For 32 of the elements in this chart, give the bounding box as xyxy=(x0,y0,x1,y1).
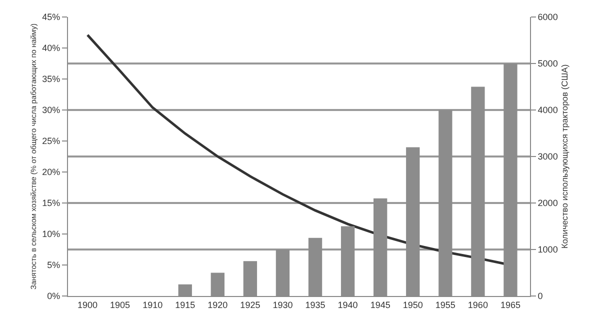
y-tick-label: 20% xyxy=(42,167,60,178)
x-tick-label: 1930 xyxy=(272,300,293,310)
y-tick-label: 30% xyxy=(42,105,60,116)
x-tick-label: 1965 xyxy=(500,300,520,310)
x-tick-label: 1925 xyxy=(240,300,260,310)
y2-tick-label: 5000 xyxy=(538,58,558,69)
y-tick-label: 45% xyxy=(42,12,60,22)
y-tick-label: 40% xyxy=(42,43,60,54)
y2-tick-label: 0 xyxy=(538,291,543,302)
x-tick-label: 1945 xyxy=(370,300,390,310)
y-tick-label: 15% xyxy=(42,198,60,208)
x-tick-label: 1900 xyxy=(78,300,98,310)
y2-tick-label: 1000 xyxy=(538,244,558,255)
y-tick-label: 35% xyxy=(42,74,60,84)
y-tick-label: 5% xyxy=(47,260,60,270)
y2-tick-label: 4000 xyxy=(538,105,558,116)
x-tick-label: 1960 xyxy=(468,300,488,310)
y-tick-label: 0% xyxy=(47,291,60,302)
y-tick-label: 10% xyxy=(42,229,60,240)
x-tick-label: 1920 xyxy=(208,300,228,310)
x-tick-label: 1910 xyxy=(142,300,163,310)
y2-axis-title: Количество использующихся тракторов (США) xyxy=(559,64,570,249)
y2-tick-label: 3000 xyxy=(538,152,558,162)
x-tick-label: 1955 xyxy=(435,300,456,310)
x-tick-label: 1950 xyxy=(402,300,423,310)
y2-tick-label: 6000 xyxy=(538,12,558,22)
y2-tick-label: 2000 xyxy=(538,198,558,208)
x-tick-label: 1935 xyxy=(305,300,326,310)
x-tick-label: 1915 xyxy=(175,300,196,310)
y-tick-label: 25% xyxy=(42,136,60,146)
x-tick-label: 1905 xyxy=(110,300,130,310)
x-tick-label: 1940 xyxy=(338,300,358,310)
